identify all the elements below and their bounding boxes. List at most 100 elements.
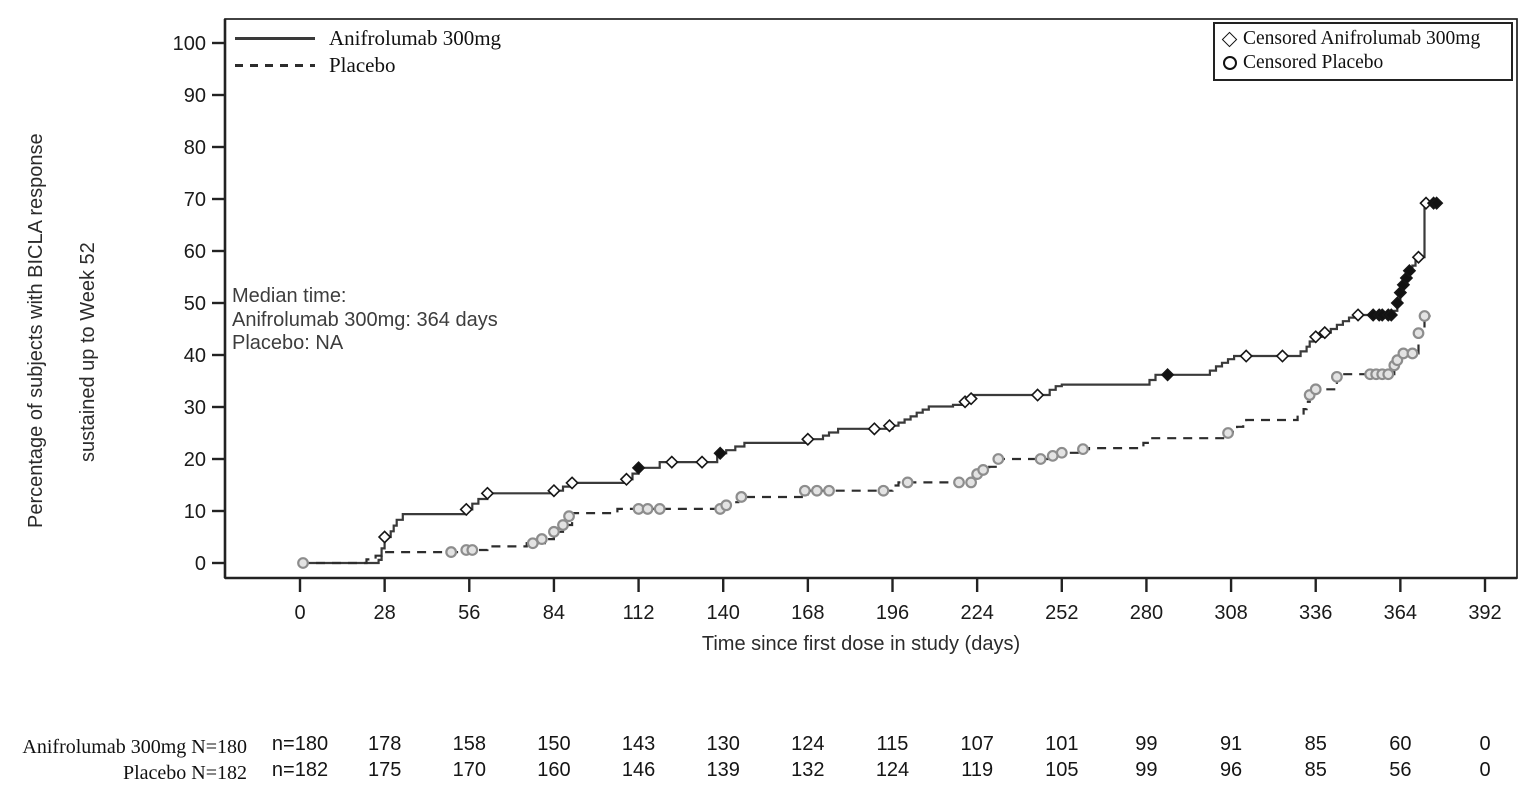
diamond-icon: [1221, 31, 1243, 47]
x-tick-label: 0: [294, 602, 305, 624]
x-tick-label: 84: [543, 602, 565, 624]
risk-count: 175: [367, 759, 402, 781]
x-tick-label: 280: [1130, 602, 1163, 624]
censor-diamond-anifrolumab: [619, 472, 634, 487]
y-tick-label: 30: [184, 397, 206, 419]
y-tick-label: 60: [184, 241, 206, 263]
x-tick-label: 224: [960, 602, 993, 624]
x-tick-label: 392: [1468, 602, 1501, 624]
risk-count: n=182: [271, 759, 329, 781]
censor-diamond-anifrolumab: [665, 455, 679, 469]
risk-count: 139: [706, 759, 740, 781]
risk-row-label: Anifrolumab 300mg N=180: [22, 736, 247, 758]
censor-diamond-anifrolumab: [1318, 325, 1332, 340]
series-legend: Anifrolumab 300mg Placebo: [235, 25, 501, 79]
censor-diamond-anifrolumab: [547, 483, 561, 498]
censored-legend-label: Censored Placebo: [1243, 52, 1384, 73]
risk-count: 105: [1045, 759, 1079, 781]
censor-diamond-anifrolumab: [480, 486, 495, 501]
risk-count: 99: [1135, 759, 1158, 781]
censor-circle-placebo: [1418, 310, 1431, 322]
y-tick-label: 100: [173, 33, 206, 55]
y-tick-label: 10: [184, 501, 206, 523]
risk-count: 115: [876, 733, 909, 755]
censor-diamond-filled-anifrolumab: [1160, 368, 1175, 382]
censor-diamond-anifrolumab: [1030, 388, 1045, 402]
series-legend-label: Placebo: [329, 53, 396, 77]
censor-diamond-anifrolumab: [459, 502, 473, 517]
x-tick-label: 364: [1384, 602, 1417, 624]
risk-count: 56: [1389, 759, 1412, 781]
series-legend-label: Anifrolumab 300mg: [329, 26, 502, 50]
censor-circle-placebo: [297, 557, 309, 569]
risk-count: 99: [1135, 733, 1158, 755]
censor-circle-placebo: [1034, 453, 1047, 465]
censor-circle-placebo: [953, 476, 965, 489]
solid-line-swatch: [235, 37, 315, 40]
risk-count: 0: [1479, 759, 1491, 781]
censor-circle-placebo: [992, 453, 1005, 465]
x-tick-label: 140: [707, 602, 740, 624]
censor-diamond-anifrolumab: [1275, 349, 1290, 363]
risk-count: 132: [791, 759, 825, 781]
censor-circle-placebo: [720, 499, 733, 512]
censored-legend-label: Censored Anifrolumab 300mg: [1243, 28, 1481, 49]
censor-diamond-anifrolumab: [882, 418, 897, 433]
censor-circle-placebo: [977, 464, 990, 476]
series-legend-row-placebo: Placebo: [235, 52, 501, 79]
risk-count: 107: [960, 733, 994, 755]
censor-diamond-anifrolumab: [695, 455, 709, 469]
y-axis-title-line2: sustained up to Week 52: [77, 242, 99, 462]
censor-circle-placebo: [563, 510, 575, 523]
risk-count: 124: [875, 759, 910, 781]
risk-count: 160: [537, 759, 571, 781]
censor-circle-placebo: [445, 546, 458, 558]
censor-circle-placebo: [1412, 327, 1425, 340]
risk-count: 96: [1219, 759, 1243, 781]
y-tick-label: 80: [184, 137, 206, 159]
risk-count: 124: [791, 733, 825, 755]
risk-count: 158: [452, 733, 486, 755]
risk-count: 130: [706, 733, 740, 755]
risk-count: 85: [1304, 733, 1327, 755]
x-tick-label: 28: [374, 602, 396, 624]
risk-count: 150: [537, 733, 571, 755]
risk-count: 0: [1479, 733, 1491, 755]
x-tick-label: 168: [791, 602, 824, 624]
censor-circle-placebo: [798, 484, 811, 497]
y-tick-label: 50: [184, 293, 206, 315]
km-curve-anifrolumab: [300, 202, 1440, 565]
censor-circle-placebo: [901, 476, 914, 489]
censor-diamond-filled-anifrolumab: [1390, 296, 1405, 310]
km-plot-canvas: 0 10 20 30 40 50 60 70 80 90 100 0 28 56 84 112 140 168 19…: [173, 18, 1518, 624]
risk-count: 146: [621, 759, 656, 781]
km-curve-placebo: [300, 314, 1431, 565]
y-axis-title-line1: Percentage of subjects with BICLA respon…: [25, 133, 47, 528]
censored-legend-row-placebo: Censored Placebo: [1223, 51, 1505, 75]
censor-circle-placebo: [823, 484, 835, 497]
circle-icon: [1223, 56, 1243, 70]
censor-diamond-filled-anifrolumab: [1429, 196, 1444, 210]
censor-circle-placebo: [526, 537, 539, 550]
censor-diamond-filled-anifrolumab: [631, 461, 646, 475]
censor-circle-placebo: [641, 503, 654, 515]
censor-circle-placebo: [1406, 347, 1419, 360]
censor-circle-placebo: [653, 503, 666, 515]
censored-legend: Censored Anifrolumab 300mg Censored Plac…: [1213, 22, 1513, 81]
censor-diamond-anifrolumab: [801, 432, 815, 446]
y-tick-label: 90: [184, 85, 206, 107]
risk-row-label: Placebo N=182: [122, 762, 247, 784]
x-tick-label: 252: [1045, 602, 1078, 624]
y-tick-label: 70: [184, 189, 206, 211]
censor-diamond-anifrolumab: [1351, 308, 1365, 322]
y-tick-label: 0: [195, 553, 206, 575]
y-tick-label: 40: [184, 345, 206, 367]
risk-count: 170: [452, 759, 486, 781]
median-time-annotation: Median time: Anifrolumab 300mg: 364 days…: [232, 285, 498, 356]
risk-count: 178: [367, 733, 402, 755]
risk-count: 60: [1389, 733, 1412, 755]
x-tick-label: 336: [1299, 602, 1332, 624]
x-tick-label: 56: [458, 602, 480, 624]
y-tick-label: 20: [184, 449, 206, 471]
